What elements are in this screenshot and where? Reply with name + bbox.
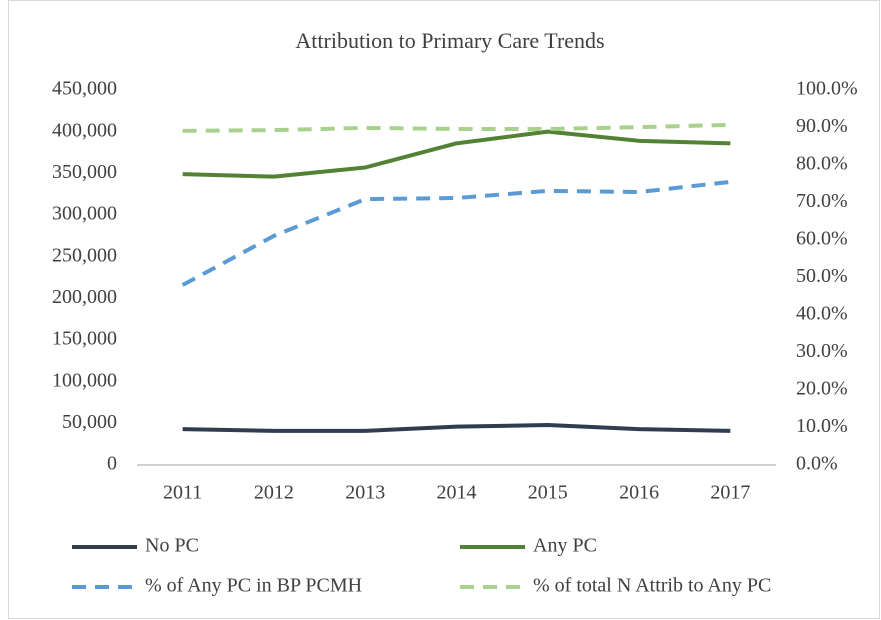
y2-tick-label: 70.0% bbox=[796, 190, 848, 212]
x-tick-label: 2013 bbox=[345, 482, 385, 504]
y-tick-label: 250,000 bbox=[52, 244, 117, 266]
y2-tick-label: 10.0% bbox=[796, 415, 848, 437]
x-tick-label: 2012 bbox=[254, 482, 294, 504]
y2-tick-label: 90.0% bbox=[796, 115, 848, 137]
y-tick-label: 400,000 bbox=[52, 119, 117, 141]
x-tick-label: 2014 bbox=[437, 482, 477, 504]
chart-frame bbox=[8, 0, 880, 619]
series-line bbox=[182, 129, 731, 179]
y-tick-label: 150,000 bbox=[52, 328, 117, 350]
legend-label: % of total N Attrib to Any PC bbox=[533, 575, 771, 597]
x-tick-label: 2015 bbox=[528, 482, 568, 504]
y2-tick-label: 100.0% bbox=[796, 78, 858, 100]
y-tick-label: 0 bbox=[107, 453, 117, 475]
y-tick-label: 200,000 bbox=[52, 286, 117, 308]
y2-tick-label: 0.0% bbox=[796, 453, 838, 475]
y2-tick-label: 50.0% bbox=[796, 265, 848, 287]
chart-title: Attribution to Primary Care Trends bbox=[295, 28, 604, 53]
series-line bbox=[182, 423, 731, 433]
y-tick-label: 300,000 bbox=[52, 203, 117, 225]
y2-tick-label: 20.0% bbox=[796, 378, 848, 400]
y2-tick-label: 40.0% bbox=[796, 303, 848, 325]
y-tick-label: 450,000 bbox=[52, 78, 117, 100]
legend-label: % of Any PC in BP PCMH bbox=[145, 575, 362, 597]
y2-tick-label: 30.0% bbox=[796, 340, 848, 362]
y-tick-label: 50,000 bbox=[62, 411, 117, 433]
series-line bbox=[181, 179, 731, 287]
x-tick-label: 2016 bbox=[619, 482, 659, 504]
legend-label: Any PC bbox=[533, 535, 597, 557]
y-tick-label: 100,000 bbox=[52, 369, 117, 391]
y2-tick-label: 80.0% bbox=[796, 153, 848, 175]
x-tick-label: 2011 bbox=[163, 482, 202, 504]
x-tick-label: 2017 bbox=[710, 482, 750, 504]
y2-tick-label: 60.0% bbox=[796, 228, 848, 250]
legend-label: No PC bbox=[145, 535, 199, 557]
y-tick-label: 350,000 bbox=[52, 161, 117, 183]
